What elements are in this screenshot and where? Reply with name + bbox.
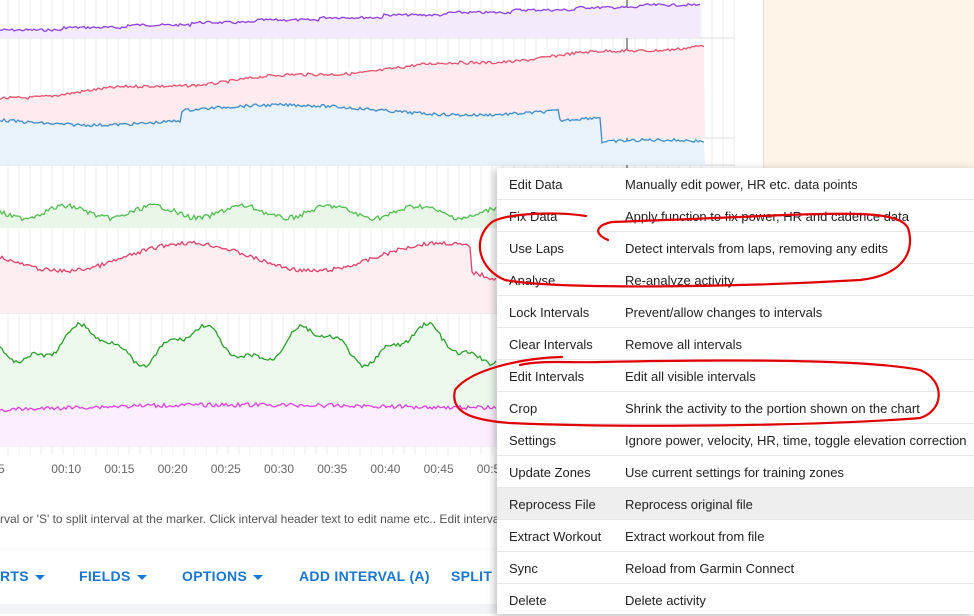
speed-trace (0, 102, 705, 144)
menu-item-description: Extract workout from file (625, 529, 765, 544)
menu-item-extract-workout[interactable]: Extract Workout Extract workout from file (497, 520, 974, 552)
menu-divider (497, 519, 974, 520)
menu-divider (497, 455, 974, 456)
menu-item-label: Settings (509, 433, 556, 448)
menu-item-label: Clear Intervals (509, 337, 593, 352)
chevron-down-icon (253, 574, 264, 580)
x-tick-label: 00:25 (211, 462, 241, 476)
menu-item-description: Re-analyze activity (625, 273, 735, 288)
menu-item-description: Reload from Garmin Connect (625, 561, 795, 576)
menu-item-description: Delete activity (625, 593, 706, 608)
menu-divider (497, 295, 974, 296)
altitude-fill (0, 402, 497, 447)
menu-item-label: Reprocess File (509, 497, 596, 512)
menu-item-label: Crop (509, 401, 538, 416)
menu-item-description: Prevent/allow changes to intervals (625, 305, 823, 320)
menu-item-description: Shrink the activity to the portion shown… (625, 401, 920, 416)
menu-item-use-laps[interactable]: Use Laps Detect intervals from laps, remo… (497, 232, 974, 264)
menu-item-description: Remove all intervals (625, 337, 743, 352)
menu-divider (497, 487, 974, 488)
fields-menu-label: FIELDS (79, 568, 131, 584)
charts-menu-label: RTS (0, 568, 29, 584)
x-tick-label: 00:10 (51, 462, 81, 476)
menu-item-label: Edit Intervals (509, 369, 585, 384)
power-fill (0, 3, 700, 39)
menu-item-delete[interactable]: Delete Delete activity (497, 584, 974, 616)
menu-divider (497, 199, 974, 200)
menu-item-fix-data[interactable]: Fix Data Apply function to fix power, HR … (497, 200, 974, 232)
cadence-fill (0, 203, 497, 228)
menu-item-description: Edit all visible intervals (625, 369, 756, 384)
menu-item-settings[interactable]: Settings Ignore power, velocity, HR, time… (497, 424, 974, 456)
x-tick-label: 00:30 (264, 462, 294, 476)
menu-divider (497, 551, 974, 552)
menu-item-description: Use current settings for training zones (625, 465, 844, 480)
add-interval-button[interactable]: ADD INTERVAL (A) (299, 568, 430, 584)
menu-item-sync[interactable]: Sync Reload from Garmin Connect (497, 552, 974, 584)
menu-item-clear-intervals[interactable]: Clear Intervals Remove all intervals (497, 328, 974, 360)
charts-menu-button[interactable]: RTS (0, 568, 45, 584)
speed-fill (0, 103, 705, 165)
menu-item-label: Analyse (509, 273, 556, 288)
options-menu-label: OPTIONS (182, 568, 248, 584)
menu-divider (497, 327, 974, 328)
x-tick-label: 00:45 (424, 462, 454, 476)
menu-item-description: Apply function to fix power, HR and cade… (625, 209, 910, 224)
menu-item-description: Detect intervals from laps, removing any… (625, 241, 888, 256)
menu-item-lock-intervals[interactable]: Lock Intervals Prevent/allow changes to i… (497, 296, 974, 328)
cadence-trace (0, 202, 497, 222)
options-menu-button[interactable]: OPTIONS (182, 568, 264, 584)
menu-item-label: Extract Workout (509, 529, 602, 544)
menu-item-label: Use Laps (509, 241, 564, 256)
menu-item-crop[interactable]: Crop Shrink the activity to the portion s… (497, 392, 974, 424)
power-trace (0, 3, 701, 32)
menu-item-update-zones[interactable]: Update Zones Use current settings for tra… (497, 456, 974, 488)
x-tick-label: 00:40 (370, 462, 400, 476)
torque-trace (0, 321, 497, 369)
heart-rate-trace (0, 44, 705, 100)
x-tick-label: 5 (0, 462, 5, 476)
menu-item-label: Lock Intervals (509, 305, 590, 320)
menu-item-description: Manually edit power, HR etc. data points (625, 177, 858, 192)
menu-item-edit-intervals[interactable]: Edit Intervals Edit all visible intervals (497, 360, 974, 392)
x-tick-label: 00:35 (317, 462, 347, 476)
chevron-down-icon (34, 574, 45, 580)
split-button[interactable]: SPLIT ( (451, 568, 502, 584)
menu-item-analyse[interactable]: Analyse Re-analyze activity (497, 264, 974, 296)
menu-item-label: Fix Data (509, 209, 558, 224)
heart-rate-2-fill (0, 241, 497, 313)
bottom-strip (0, 604, 764, 614)
x-tick-label: 00:20 (158, 462, 188, 476)
x-tick-label: 00:15 (104, 462, 134, 476)
fields-menu-button[interactable]: FIELDS (79, 568, 147, 584)
menu-divider (497, 583, 974, 584)
altitude-trace (0, 401, 497, 413)
activity-charts[interactable]: 5 00:10 00:15 00:20 00:25 00:30 00:35 00:40 00:4… (0, 0, 764, 500)
menu-item-edit-data[interactable]: Edit Data Manually edit power, HR etc. da… (497, 168, 974, 200)
actions-menu: Edit Data Manually edit power, HR etc. da… (497, 168, 974, 614)
chart-hint-text: rval or 'S' to split interval at the mar… (0, 512, 500, 526)
heart-rate-2-trace (0, 240, 497, 281)
menu-item-label: Sync (509, 561, 538, 576)
menu-item-label: Delete (509, 593, 547, 608)
menu-item-description: Reprocess original file (625, 497, 753, 512)
menu-item-label: Edit Data (509, 177, 563, 192)
chevron-down-icon (136, 574, 147, 580)
menu-item-reprocess-file[interactable]: Reprocess File Reprocess original file (497, 488, 974, 520)
menu-item-description: Ignore power, velocity, HR, time, toggle… (625, 433, 967, 448)
menu-item-label: Update Zones (509, 465, 591, 480)
